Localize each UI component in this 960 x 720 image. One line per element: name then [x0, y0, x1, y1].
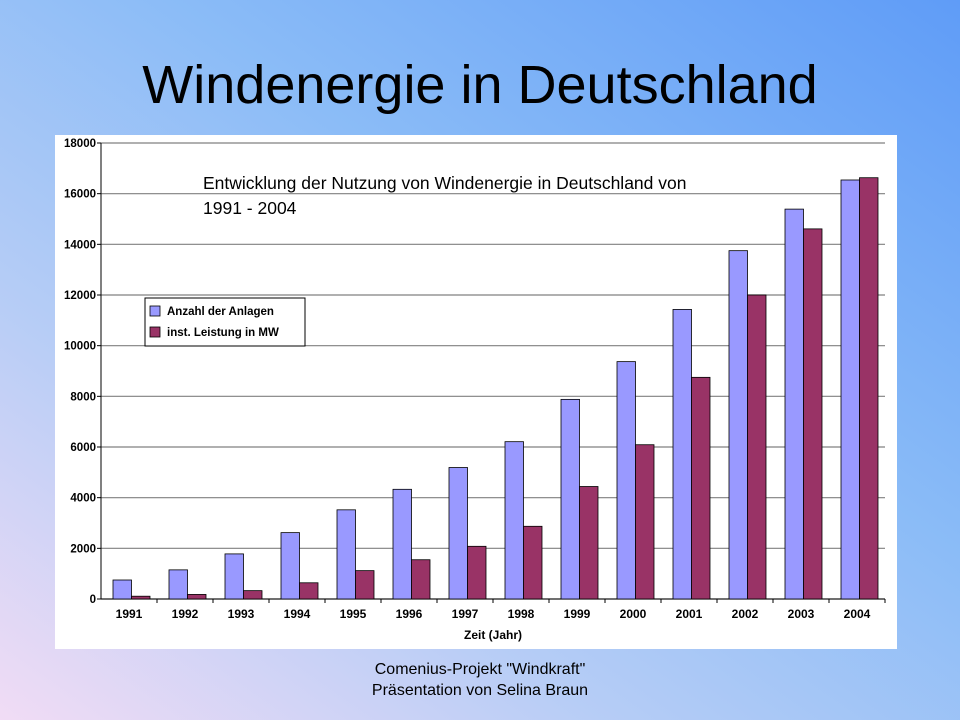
bar-leistung: [243, 590, 263, 600]
bar-chart: 0 2000 4000 6000 8000 10000 12000 14000 16000 180…: [64, 138, 886, 642]
bar-anlagen: [616, 361, 636, 600]
x-tick-label: 1997: [452, 607, 479, 621]
y-tick-label: 10000: [64, 341, 96, 353]
bar-leistung: [299, 582, 319, 600]
legend-label: Anzahl der Anlagen: [167, 306, 274, 318]
x-tick-label: 1993: [228, 607, 255, 621]
chart-panel: 0 2000 4000 6000 8000 10000 12000 14000 16000 180…: [55, 135, 897, 649]
bar-anlagen: [448, 467, 468, 600]
bar-leistung: [691, 376, 711, 600]
y-tick-label: 2000: [70, 543, 96, 555]
bar-anlagen: [112, 579, 132, 600]
bar-anlagen: [840, 179, 860, 600]
slide-title: Windenergie in Deutschland: [142, 55, 818, 115]
bar-anlagen: [224, 553, 244, 600]
bar-anlagen: [168, 569, 188, 600]
bar-leistung: [579, 486, 599, 600]
bar-anlagen: [392, 488, 412, 600]
legend-swatch: [149, 326, 161, 338]
legend-box: [144, 297, 306, 347]
bar-anlagen: [784, 208, 804, 600]
y-tick-label: 16000: [64, 189, 96, 201]
bar-leistung: [355, 570, 375, 600]
x-tick-label: 1994: [284, 607, 311, 621]
y-tick-label: 8000: [70, 391, 96, 403]
x-tick-label: 1999: [564, 607, 591, 621]
y-tick-label: 6000: [70, 442, 96, 454]
x-tick-label: 2002: [732, 607, 759, 621]
x-axis-label: Zeit (Jahr): [464, 628, 522, 642]
legend-swatch: [149, 305, 161, 317]
x-tick-label: 2004: [844, 607, 871, 621]
footer-project: Comenius-Projekt "Windkraft": [374, 661, 586, 678]
legend-label: inst. Leistung in MW: [167, 327, 279, 339]
bar-leistung: [467, 545, 487, 600]
x-tick-label: 1998: [508, 607, 535, 621]
bar-leistung: [635, 444, 655, 600]
x-tick-label: 1996: [396, 607, 423, 621]
bar-leistung: [803, 228, 823, 600]
bar-anlagen: [728, 250, 748, 600]
bar-leistung: [747, 294, 767, 600]
bar-leistung: [859, 177, 879, 600]
footer-author: Präsentation von Selina Braun: [371, 682, 589, 699]
bar-leistung: [187, 594, 207, 600]
bar-leistung: [131, 595, 151, 600]
bar-anlagen: [672, 309, 692, 600]
x-tick-label: 2003: [788, 607, 815, 621]
y-tick-label: 18000: [64, 138, 96, 150]
slide-footer: Comenius-Projekt "Windkraft" Präsentatio…: [330, 659, 630, 701]
chart-caption: Entwicklung der Nutzung von Windenergie …: [203, 173, 687, 218]
bar-anlagen: [336, 509, 356, 600]
y-tick-label: 12000: [64, 290, 96, 302]
y-tick-label: 0: [90, 594, 96, 606]
bar-anlagen: [280, 532, 300, 600]
x-tick-label: 2001: [676, 607, 703, 621]
bar-anlagen: [560, 398, 580, 600]
x-tick-label: 1995: [340, 607, 367, 621]
x-tick-label: 1992: [172, 607, 199, 621]
bar-leistung: [523, 525, 543, 600]
x-tick-label: 2000: [620, 607, 647, 621]
y-tick-label: 14000: [64, 239, 96, 251]
x-tick-label: 1991: [116, 607, 143, 621]
y-tick-label: 4000: [70, 493, 96, 505]
bar-leistung: [411, 559, 431, 600]
bar-anlagen: [504, 441, 524, 600]
